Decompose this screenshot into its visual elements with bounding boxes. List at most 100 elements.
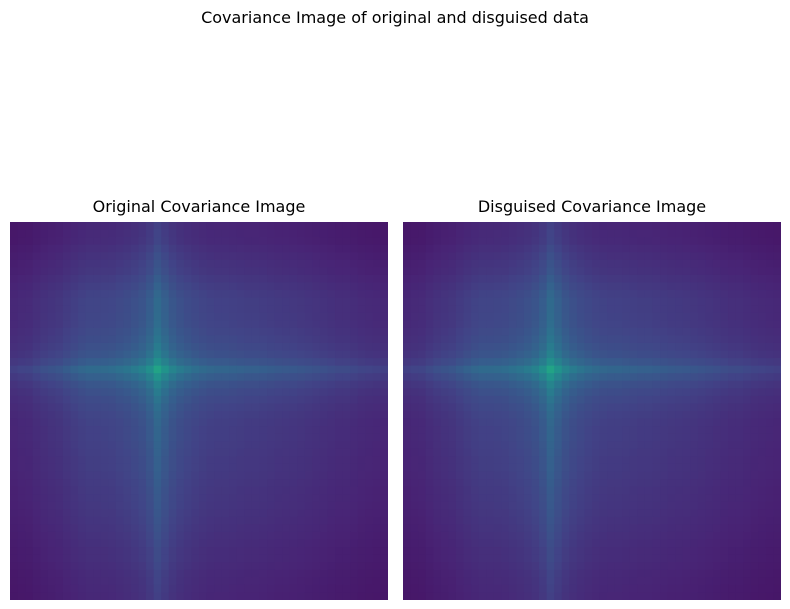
heatmap-0-cell-16-10 — [85, 342, 94, 352]
heatmap-0-cell-3-27 — [214, 244, 223, 253]
heatmap-1-cell-12-1 — [410, 312, 419, 321]
heatmap-1-cell-13-0 — [403, 320, 412, 329]
heatmap-1-cell-18-21 — [561, 358, 570, 367]
heatmap-1-cell-16-8 — [463, 342, 472, 352]
heatmap-0-cell-38-38 — [297, 509, 306, 518]
heatmap-0-cell-8-6 — [55, 282, 64, 291]
heatmap-0-cell-38-30 — [236, 509, 245, 518]
heatmap-0-cell-5-20 — [161, 259, 170, 268]
heatmap-1-cell-5-32 — [644, 259, 654, 268]
heatmap-1-cell-17-21 — [561, 350, 570, 359]
heatmap-1-cell-34-12 — [493, 479, 502, 488]
heatmap-0-cell-8-49 — [380, 282, 388, 291]
heatmap-1-cell-49-30 — [629, 592, 638, 600]
heatmap-1-cell-28-33 — [652, 433, 661, 442]
heatmap-1-cell-0-19 — [546, 222, 555, 231]
heatmap-0-cell-31-12 — [100, 456, 109, 465]
heatmap-1-cell-45-0 — [403, 562, 412, 571]
heatmap-0-cell-43-27 — [214, 547, 223, 556]
heatmap-0-cell-6-22 — [176, 267, 185, 276]
heatmap-1-cell-17-36 — [675, 350, 684, 359]
heatmap-0-cell-44-2 — [25, 554, 34, 563]
heatmap-1-cell-4-21 — [561, 252, 570, 261]
heatmap-0-cell-28-42 — [327, 433, 336, 442]
heatmap-1-cell-9-16 — [523, 290, 533, 299]
heatmap-1-cell-13-42 — [720, 320, 729, 329]
heatmap-1-cell-38-6 — [448, 509, 457, 518]
heatmap-1-cell-29-4 — [433, 441, 442, 450]
heatmap-1-cell-45-46 — [750, 562, 759, 571]
heatmap-0-cell-42-27 — [214, 539, 223, 548]
heatmap-1-cell-25-3 — [425, 411, 434, 420]
heatmap-1-cell-38-47 — [758, 509, 767, 518]
heatmap-1-cell-25-36 — [675, 411, 684, 420]
heatmap-1-cell-16-42 — [720, 342, 729, 352]
heatmap-0-cell-34-33 — [259, 479, 268, 488]
heatmap-1-cell-4-10 — [478, 252, 487, 261]
heatmap-1-cell-2-34 — [660, 237, 669, 246]
heatmap-0-cell-38-28 — [221, 509, 230, 518]
heatmap-1-cell-4-14 — [508, 252, 517, 261]
heatmap-0-cell-12-19 — [153, 312, 162, 321]
heatmap-0-cell-13-13 — [108, 320, 117, 329]
heatmap-1-cell-18-9 — [471, 358, 480, 367]
heatmap-0-cell-0-19 — [153, 222, 162, 231]
heatmap-0-cell-7-11 — [93, 274, 102, 284]
heatmap-1-cell-35-22 — [569, 486, 578, 495]
heatmap-0-cell-19-17 — [138, 365, 147, 374]
heatmap-0-cell-41-9 — [78, 531, 87, 541]
heatmap-1-cell-12-24 — [584, 312, 593, 321]
heatmap-1-cell-12-27 — [607, 312, 616, 321]
heatmap-0-cell-36-18 — [146, 494, 155, 503]
heatmap-1-cell-20-46 — [750, 373, 759, 382]
heatmap-0-cell-30-45 — [350, 448, 359, 457]
heatmap-0-cell-8-28 — [221, 282, 230, 291]
heatmap-1-cell-29-14 — [508, 441, 517, 450]
heatmap-0-cell-23-31 — [244, 395, 253, 405]
heatmap-1-cell-38-0 — [403, 509, 412, 518]
heatmap-0-cell-32-35 — [274, 463, 283, 473]
heatmap-1-cell-23-33 — [652, 395, 661, 405]
heatmap-0-cell-39-30 — [236, 516, 245, 525]
heatmap-1-cell-24-38 — [690, 403, 699, 412]
heatmap-0-cell-27-41 — [319, 426, 329, 435]
heatmap-1-cell-7-46 — [750, 274, 759, 284]
heatmap-1-cell-47-37 — [682, 577, 691, 586]
heatmap-1-cell-43-41 — [712, 547, 722, 556]
heatmap-0-cell-42-40 — [312, 539, 321, 548]
heatmap-1-cell-31-26 — [599, 456, 608, 465]
heatmap-0-cell-38-29 — [229, 509, 238, 518]
heatmap-1-cell-38-15 — [516, 509, 525, 518]
heatmap-0-cell-7-2 — [25, 274, 34, 284]
heatmap-1-cell-43-24 — [584, 547, 593, 556]
heatmap-1-cell-45-37 — [682, 562, 691, 571]
heatmap-0-cell-2-12 — [100, 237, 109, 246]
heatmap-0-cell-2-44 — [342, 237, 351, 246]
heatmap-0-cell-24-28 — [221, 403, 230, 412]
heatmap-1-cell-1-36 — [675, 229, 684, 238]
heatmap-1-cell-31-5 — [440, 456, 449, 465]
heatmap-0-cell-46-42 — [327, 569, 336, 578]
heatmap-0-cell-9-35 — [274, 290, 283, 299]
heatmap-0-cell-41-36 — [282, 531, 291, 541]
heatmap-0-cell-1-46 — [357, 229, 366, 238]
heatmap-1-cell-19-30 — [629, 365, 638, 374]
heatmap-1-cell-46-25 — [592, 569, 601, 578]
heatmap-1-cell-19-26 — [599, 365, 608, 374]
heatmap-0-cell-3-3 — [32, 244, 41, 253]
heatmap-0-cell-18-35 — [274, 358, 283, 367]
heatmap-0-cell-19-37 — [289, 365, 298, 374]
heatmap-1-cell-42-26 — [599, 539, 608, 548]
heatmap-1-cell-1-31 — [637, 229, 646, 238]
heatmap-0-cell-43-40 — [312, 547, 321, 556]
heatmap-0-cell-15-30 — [236, 335, 245, 344]
heatmap-0-cell-47-38 — [297, 577, 306, 586]
heatmap-1-cell-0-2 — [418, 222, 427, 231]
heatmap-0-cell-16-39 — [304, 342, 313, 352]
heatmap-0-cell-46-22 — [176, 569, 185, 578]
heatmap-0-cell-9-29 — [229, 290, 238, 299]
heatmap-0-cell-16-18 — [146, 342, 155, 352]
heatmap-1-cell-36-10 — [478, 494, 487, 503]
heatmap-0-cell-44-14 — [115, 554, 124, 563]
heatmap-0-cell-17-37 — [289, 350, 298, 359]
